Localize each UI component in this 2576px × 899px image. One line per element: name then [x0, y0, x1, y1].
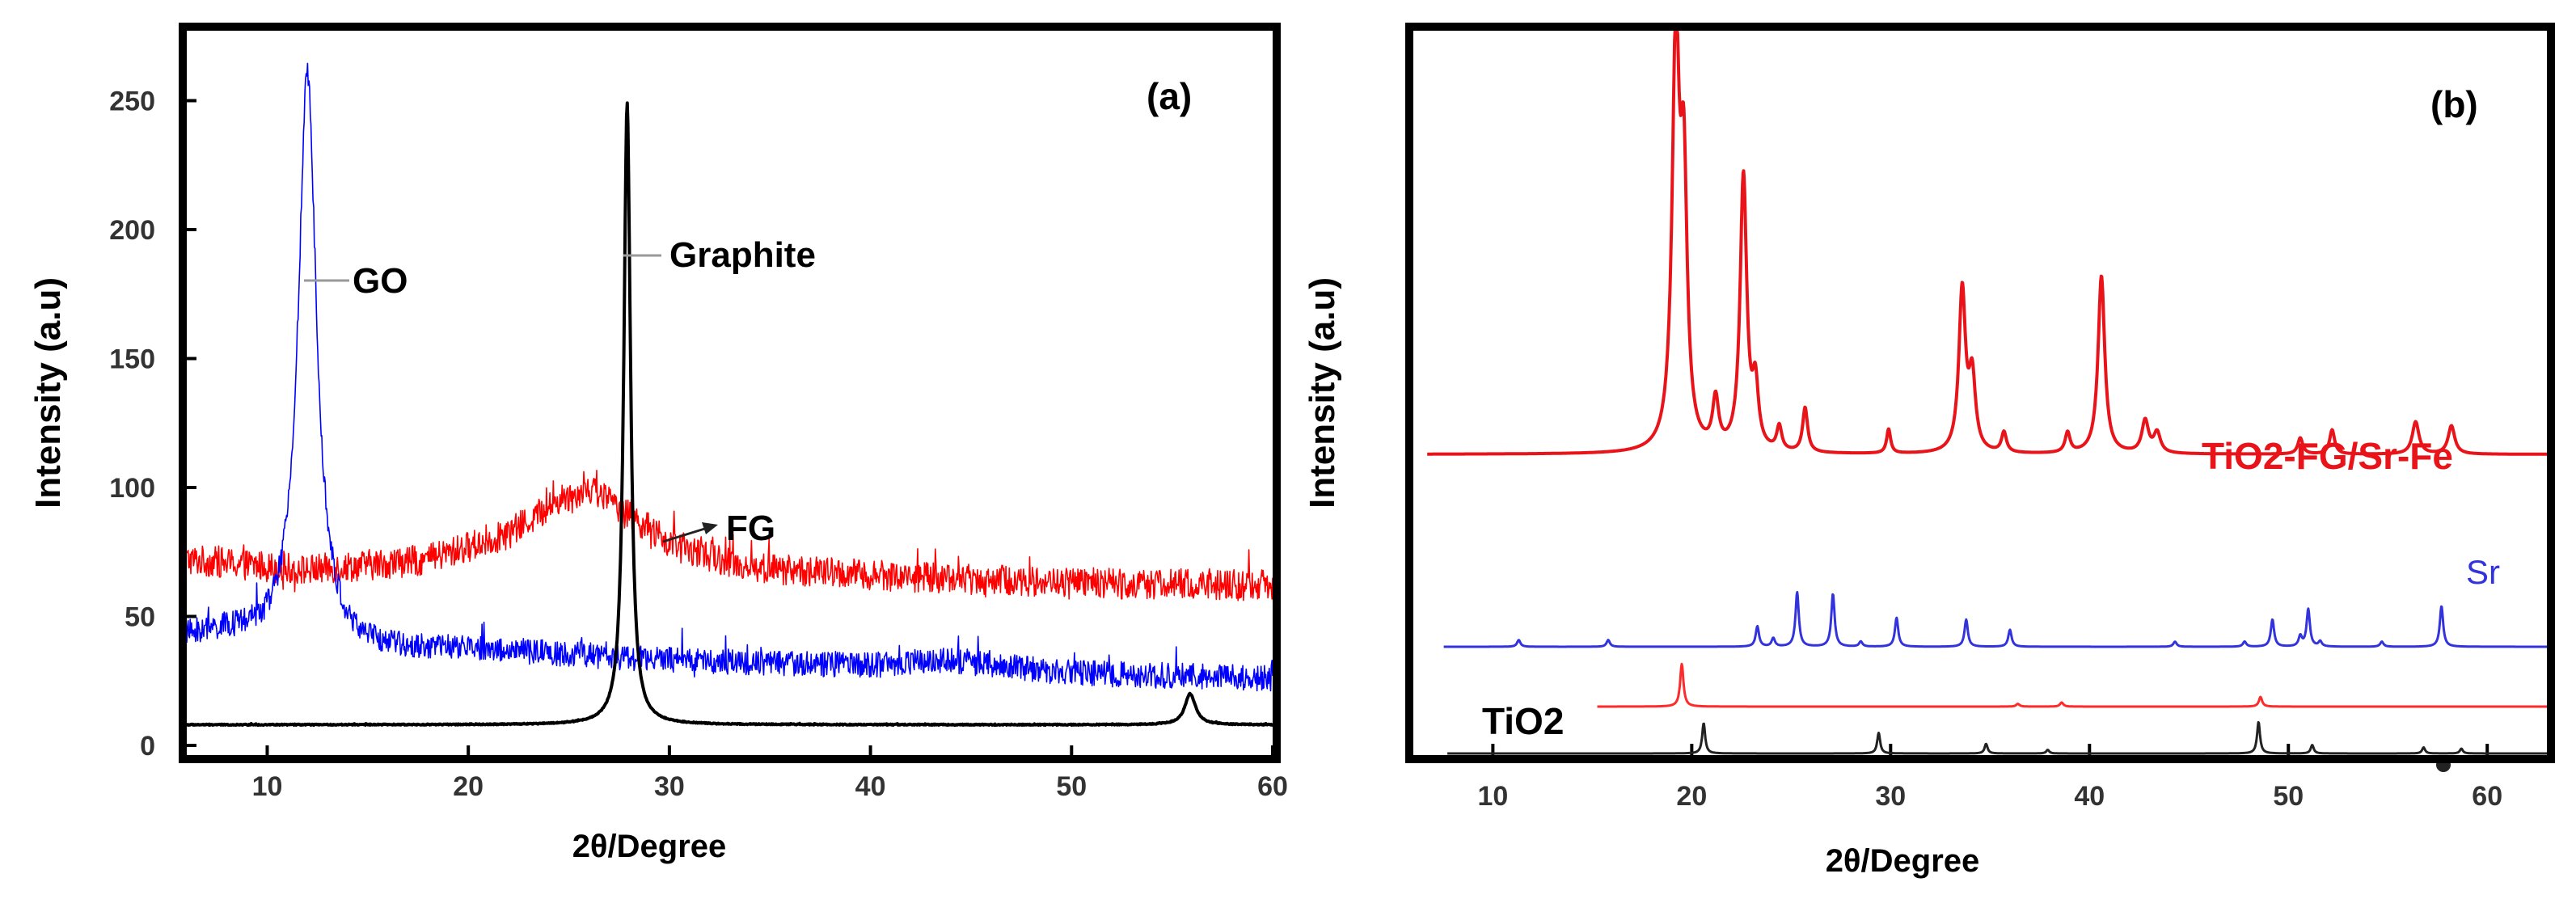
panel-b-frame: [1405, 23, 2555, 763]
panel-b-series: [1425, 29, 2549, 755]
panel-a-frame: [179, 23, 1281, 763]
panel-b-x-tick-label: 50: [2273, 781, 2304, 812]
panel-b-x-ticks: 10 20 30 40 50 60: [1477, 744, 2502, 812]
panel-a-y-ticks: 0 50 100 150 200 250: [109, 87, 196, 762]
panel-a-y-tick-label: 100: [109, 473, 155, 504]
panel-b-y-axis-label: Intensity (a.u): [1303, 277, 1342, 509]
panel-b-series-sr: [1442, 591, 2548, 648]
panel-a-series-graphite: [185, 101, 1274, 727]
panel-b-x-axis-label: 2θ/Degree: [1826, 843, 1980, 879]
panel-a-x-tick-label: 10: [252, 771, 283, 802]
panel-a-x-tick-label: 40: [855, 771, 886, 802]
panel-b-series-tio2: [1446, 720, 2548, 755]
panel-b-series-tio2-fg: [1596, 662, 2548, 708]
panel-b-x-tick-label: 40: [2074, 781, 2105, 812]
panel-a-y-axis-label: Intensity (a.u): [28, 277, 68, 509]
panel-a-y-tick-label: 150: [109, 344, 155, 375]
panel-a-x-tick-label: 20: [453, 771, 484, 802]
panel-a: 10 20 30 40 50 60 0 50 100 150 200 250 (a) GO Grap…: [28, 23, 1288, 864]
panel-b-label: (b): [2430, 83, 2478, 125]
panel-b-x-tick-label: 10: [1477, 781, 1508, 812]
panel-a-y-tick-label: 0: [140, 731, 155, 762]
panel-a-x-ticks: 10 20 30 40 50 60: [252, 745, 1288, 802]
panel-a-x-tick-label: 30: [654, 771, 685, 802]
panel-a-x-tick-label: 50: [1056, 771, 1087, 802]
panel-a-series-fg: [186, 470, 1273, 601]
panel-b-series-tio2-fg-sr-fe: [1425, 29, 2549, 456]
tio2-annotation: TiO2: [1482, 700, 1564, 742]
panel-a-y-tick-label: 200: [109, 215, 155, 246]
panel-a-y-tick-label: 250: [109, 87, 155, 117]
panel-b-x-tick-label: 20: [1676, 781, 1707, 812]
sr-annotation: Sr: [2466, 553, 2500, 591]
fg-arrow-line: [662, 525, 711, 543]
tio2-fg-sr-fe-annotation: TiO2-FG/Sr-Fe: [2202, 435, 2453, 477]
panel-a-y-tick-label: 50: [125, 602, 155, 633]
panel-a-x-tick-label: 60: [1257, 771, 1288, 802]
panel-a-series: [185, 62, 1274, 727]
go-annotation: GO: [353, 261, 408, 301]
panel-b-x-tick-label: 30: [1875, 781, 1906, 812]
panel-a-series-go: [186, 62, 1273, 692]
fg-arrow-head: [702, 522, 718, 534]
panel-a-x-axis-label: 2θ/Degree: [572, 829, 727, 864]
panel-b-x-tick-label: 60: [2472, 781, 2502, 812]
panel-b: 10 20 30 40 50 60 (b) TiO2-FG/Sr-Fe Sr TiO2 I…: [1303, 23, 2555, 879]
fg-annotation: FG: [726, 509, 775, 548]
panel-a-label: (a): [1147, 75, 1192, 117]
graphite-annotation: Graphite: [669, 235, 816, 275]
